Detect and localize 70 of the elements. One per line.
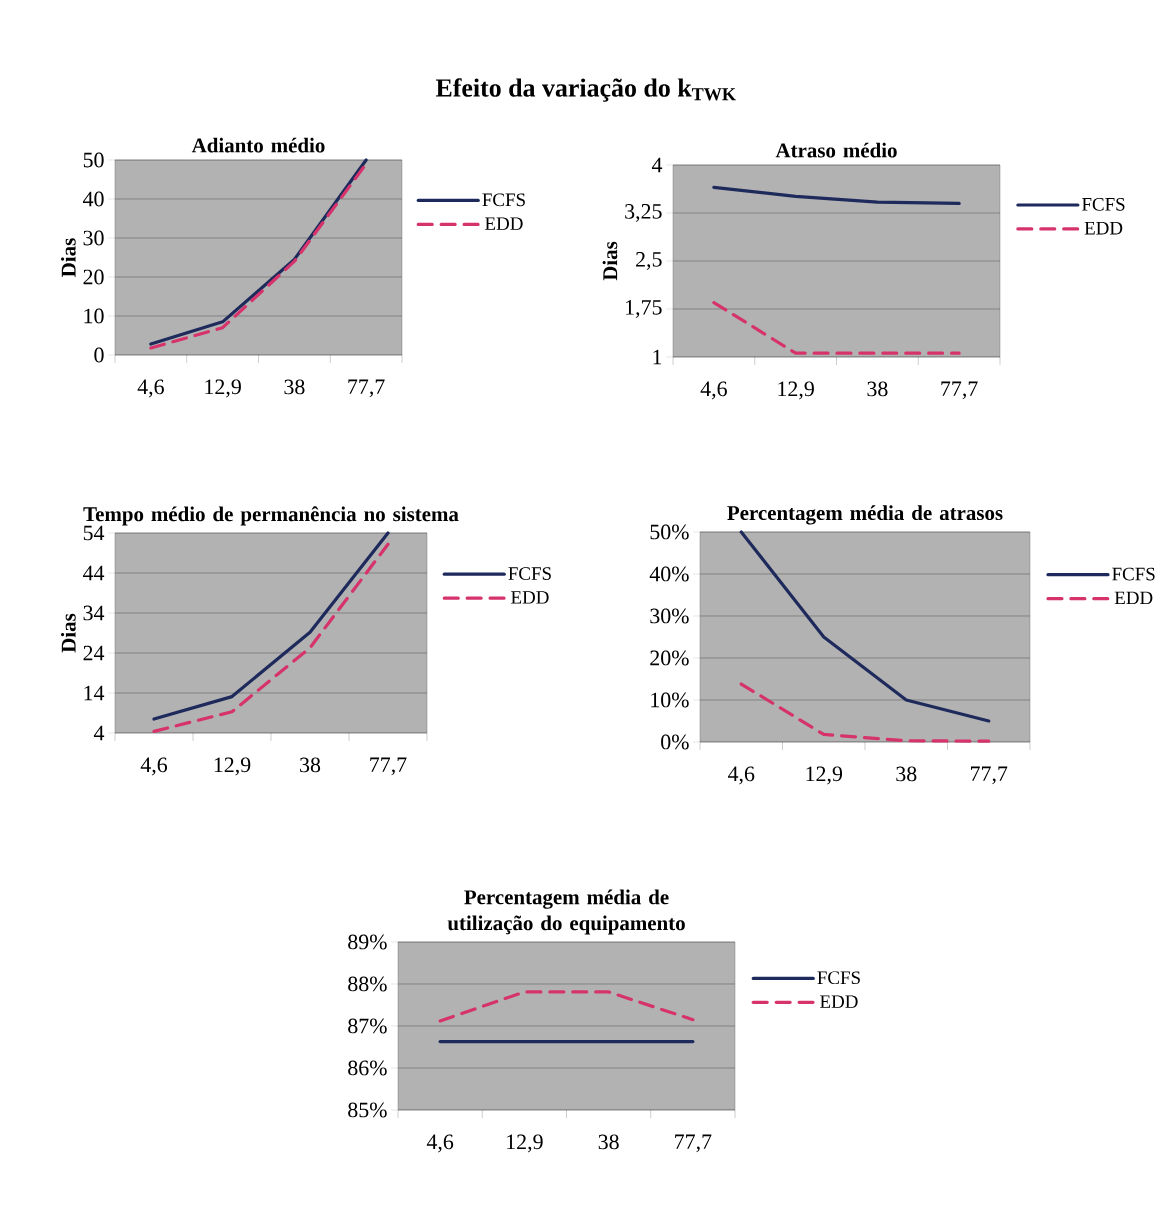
y-tick-label: 88% xyxy=(348,976,387,992)
legend-label: EDD xyxy=(1084,221,1123,235)
x-tick-label: 12,9 xyxy=(205,379,241,398)
y-tick-label: 10% xyxy=(651,692,689,708)
x-tick-label: 38 xyxy=(284,379,305,395)
y-axis-title: Dias xyxy=(61,613,76,653)
legend-label: FCFS xyxy=(817,971,860,985)
x-tick-label: 4,6 xyxy=(140,757,168,776)
y-tick-label: 85% xyxy=(348,1102,387,1118)
y-tick-label: 1 xyxy=(653,349,662,365)
y-tick-label: 50% xyxy=(650,524,689,540)
chart-title: Percentagem média de atrasos xyxy=(727,505,1003,525)
y-axis-title: Dias xyxy=(61,238,76,277)
x-tick-label: 4,6 xyxy=(426,1134,454,1153)
y-tick-label: 1,75 xyxy=(626,300,662,318)
text: Efeito da variação do k$_{TWK}$ xyxy=(435,78,736,102)
x-tick-label: 77,7 xyxy=(971,766,1008,785)
x-tick-label: 77,7 xyxy=(941,381,978,400)
legend-label: EDD xyxy=(485,217,523,230)
legend-label: FCFS xyxy=(1112,567,1155,581)
y-axis-title: Dias xyxy=(602,241,618,281)
y-tick-label: 34 xyxy=(83,605,105,621)
y-tick-label: 4 xyxy=(651,157,663,173)
x-tick-label: 12,9 xyxy=(778,381,814,400)
legend-label: FCFS xyxy=(508,567,551,580)
x-tick-label: 12,9 xyxy=(214,757,251,776)
y-tick-label: 40% xyxy=(649,566,689,582)
y-tick-label: 2,5 xyxy=(636,252,662,270)
y-tick-label: 4 xyxy=(93,725,105,741)
legend-label: EDD xyxy=(1114,591,1153,605)
x-tick-label: 77,7 xyxy=(370,757,407,776)
y-tick-label: 0 xyxy=(94,347,104,363)
legend-label: EDD xyxy=(511,591,549,604)
y-tick-label: 86% xyxy=(348,1060,387,1076)
y-tick-label: 14 xyxy=(84,685,105,701)
y-tick-label: 3,25 xyxy=(625,204,662,222)
x-tick-label: 4,6 xyxy=(700,381,727,400)
chart-title: Percentagem média de utilização do equipamento xyxy=(447,889,685,935)
x-tick-label: 38 xyxy=(867,381,888,397)
chart-title: Tempo médio de permanência no sistema xyxy=(83,506,459,526)
y-tick-label: 40 xyxy=(82,191,104,207)
line-series xyxy=(712,185,961,205)
line-series xyxy=(739,530,991,723)
y-tick-label: 44 xyxy=(82,565,105,581)
y-tick-label: 24 xyxy=(83,645,105,661)
y-tick-label: 87% xyxy=(348,1018,387,1034)
line-series xyxy=(739,682,991,743)
y-tick-label: 20% xyxy=(650,650,689,666)
x-tick-label: 77,7 xyxy=(348,379,385,398)
x-tick-label: 12,9 xyxy=(507,1134,543,1153)
y-tick-label: 20 xyxy=(83,269,104,285)
x-tick-label: 38 xyxy=(300,757,321,773)
y-tick-label: 30% xyxy=(650,608,689,624)
legend-label: EDD xyxy=(820,995,858,1008)
y-tick-label: 0% xyxy=(661,734,689,750)
x-tick-label: 4,6 xyxy=(727,766,755,785)
y-tick-label: 54 xyxy=(83,525,105,541)
y-tick-label: 89% xyxy=(348,934,387,950)
x-tick-label: 77,7 xyxy=(675,1134,712,1153)
x-tick-label: 4,6 xyxy=(137,379,164,398)
y-tick-label: 30 xyxy=(83,230,104,246)
legend-label: FCFS xyxy=(1082,197,1125,211)
y-tick-label: 50 xyxy=(83,152,104,168)
legend-label: FCFS xyxy=(482,193,525,207)
chart-title: Adianto médio xyxy=(191,137,325,153)
x-tick-label: 38 xyxy=(896,766,917,782)
x-tick-label: 38 xyxy=(598,1134,619,1150)
y-tick-label: 10 xyxy=(84,308,104,324)
chart-title: Atraso médio xyxy=(775,142,897,158)
x-tick-label: 12,9 xyxy=(806,766,843,785)
